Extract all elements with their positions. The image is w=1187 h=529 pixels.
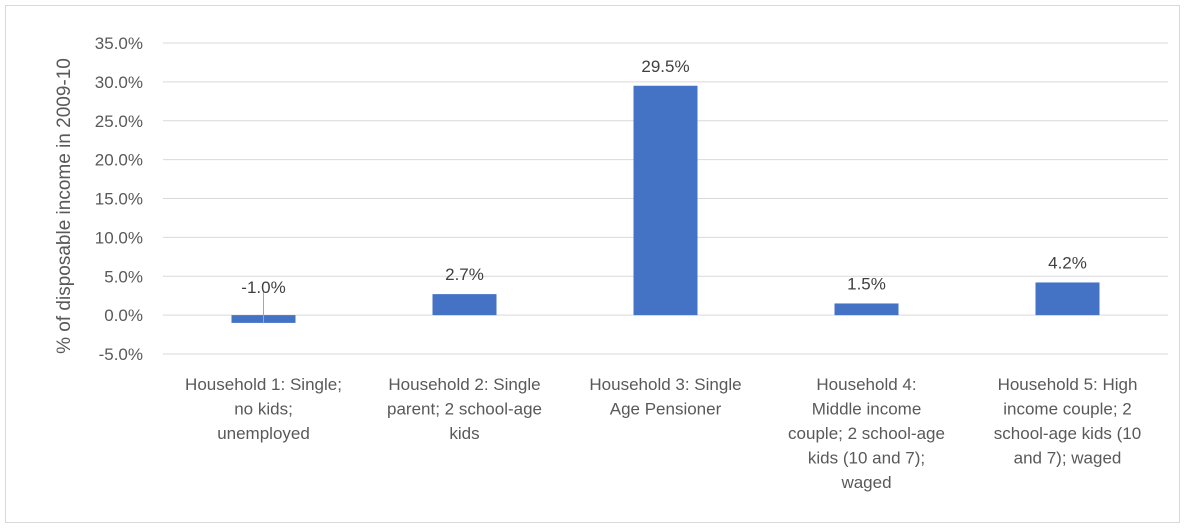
bars: [231, 85, 1100, 323]
y-tick-label: 25.0%: [95, 112, 143, 131]
category-label-line: Household 4:: [816, 375, 916, 394]
category-label: Household 1: Single; no kids; unemployed: [185, 375, 342, 443]
category-label-line: couple; 2 school-age: [788, 424, 945, 443]
y-tick-label: 5.0%: [104, 267, 143, 286]
y-tick-label: 10.0%: [95, 228, 143, 247]
y-tick-label: 0.0%: [104, 306, 143, 325]
data-label: 4.2%: [1048, 253, 1087, 272]
chart-frame: [5, 5, 1180, 523]
category-label-line: Household 1: Single;: [185, 375, 342, 394]
category-label-line: school-age kids (10: [994, 424, 1141, 443]
data-label: 29.5%: [641, 57, 689, 76]
category-label: Household 2: Single parent; 2 school-age k…: [387, 375, 542, 443]
data-label: -1.0%: [241, 278, 285, 297]
category-label-line: unemployed: [217, 424, 310, 443]
data-label: 1.5%: [847, 274, 886, 293]
y-tick-label: 15.0%: [95, 190, 143, 209]
category-label-line: Household 3: Single: [589, 375, 741, 394]
data-labels: -1.0% 2.7% 29.5% 1.5% 4.2%: [241, 57, 1087, 323]
y-axis-label: % of disposable income in 2009-10: [54, 58, 75, 354]
bar: [1035, 282, 1100, 316]
bar: [432, 294, 497, 316]
category-label-line: waged: [840, 473, 891, 492]
y-tick-label: 20.0%: [95, 151, 143, 170]
category-label-line: and 7); waged: [1014, 449, 1122, 468]
y-tick-label: 35.0%: [95, 34, 143, 53]
category-label: Household 3: Single Age Pensioner: [589, 375, 741, 419]
data-label: 2.7%: [445, 265, 484, 284]
bar: [834, 303, 899, 316]
category-label-line: Middle income: [812, 400, 922, 419]
category-label-line: kids (10 and 7);: [808, 449, 925, 468]
category-label-line: parent; 2 school-age: [387, 400, 542, 419]
y-axis-ticks: 35.0% 30.0% 25.0% 20.0% 15.0% 10.0% 5.0% 0.0% -5…: [95, 34, 143, 364]
category-labels: Household 1: Single; no kids; unemployedHo…: [185, 375, 1141, 492]
y-tick-label: -5.0%: [99, 345, 143, 364]
category-label: Household 4: Middle income couple; 2 schoo…: [788, 375, 945, 492]
category-label-line: Age Pensioner: [610, 400, 722, 419]
bar: [633, 85, 698, 316]
category-label-line: kids: [449, 424, 479, 443]
category-label-line: no kids;: [234, 400, 293, 419]
category-label-line: income couple; 2: [1003, 400, 1132, 419]
category-label-line: Household 2: Single: [388, 375, 540, 394]
category-label: Household 5: High income couple; 2 school-…: [994, 375, 1141, 468]
category-label-line: Household 5: High: [998, 375, 1138, 394]
y-tick-label: 30.0%: [95, 73, 143, 92]
